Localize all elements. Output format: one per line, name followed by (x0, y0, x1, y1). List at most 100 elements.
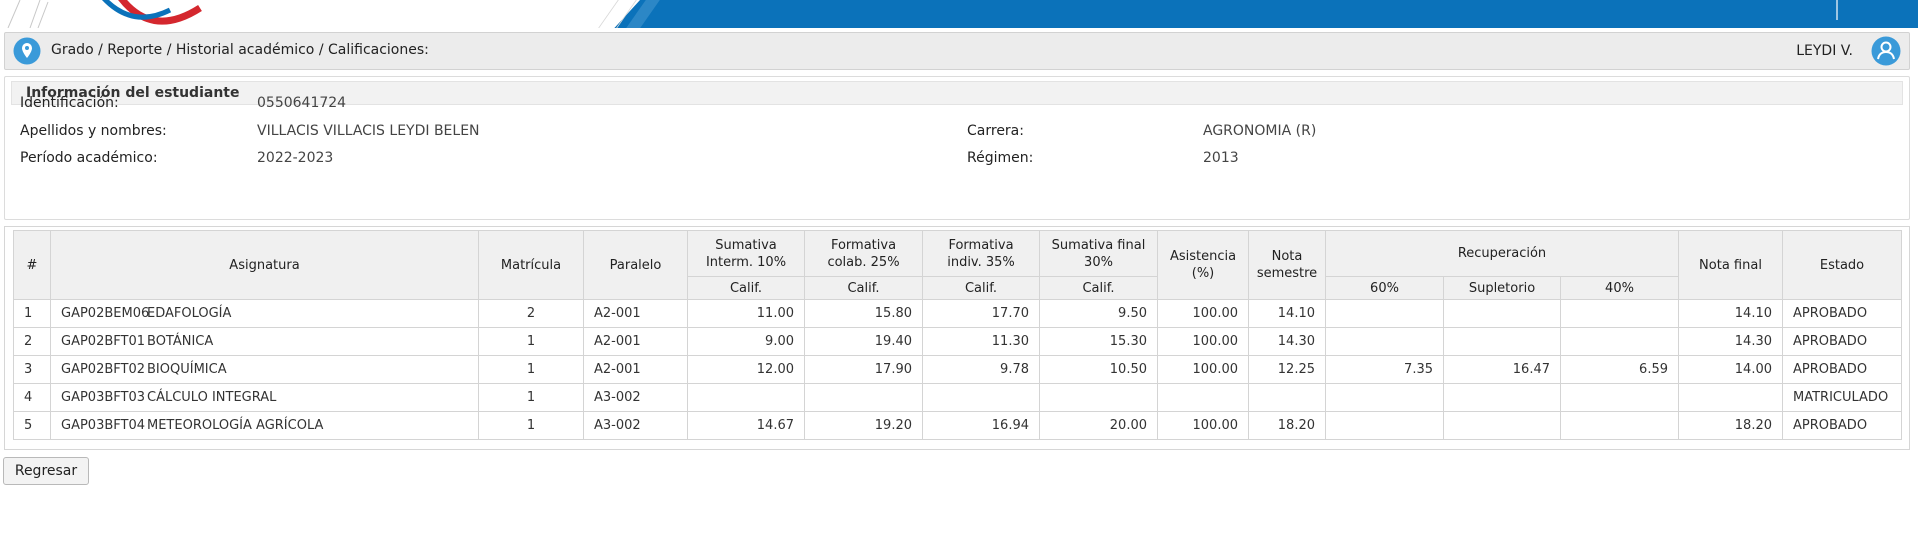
cell-estado: APROBADO (1782, 355, 1902, 384)
identificacion-label: Identificación: (20, 95, 119, 111)
regimen-value: 2013 (1203, 150, 1239, 166)
cell-matricula: 1 (478, 411, 584, 440)
subject-code: GAP02BFT01 (61, 334, 145, 349)
subject-code: GAP03BFT04 (61, 418, 145, 433)
logo-graphic (7, 0, 202, 28)
cell-form-indiv (922, 383, 1040, 412)
subject-code: GAP03BFT03 (61, 390, 145, 405)
header-rec-supletorio: Supletorio (1443, 276, 1561, 300)
cell-estado: APROBADO (1782, 327, 1902, 356)
cell-form-indiv: 9.78 (922, 355, 1040, 384)
user-avatar-icon[interactable] (1871, 36, 1901, 66)
cell-nota-semestre: 12.25 (1248, 355, 1326, 384)
cell-sum-interm: 14.67 (687, 411, 805, 440)
banner-logo-area (0, 0, 640, 28)
header-recuperacion: Recuperación (1325, 230, 1679, 277)
cell-supletorio (1443, 411, 1561, 440)
header-matricula: Matrícula (478, 230, 584, 300)
cell-rec-40: 6.59 (1560, 355, 1679, 384)
header-nota-final: Nota final (1678, 230, 1783, 300)
periodo-label: Período académico: (20, 150, 158, 166)
table-row: 4 GAP03BFT03 CÁLCULO INTEGRAL 1 A3-002 MA… (13, 383, 1902, 412)
subject-code: GAP02BEM06 (61, 306, 150, 321)
cell-nota-final: 14.30 (1678, 327, 1783, 356)
cell-num: 4 (13, 383, 51, 412)
cell-num: 1 (13, 299, 51, 328)
cell-estado: MATRICULADO (1782, 383, 1902, 412)
cell-sum-interm: 9.00 (687, 327, 805, 356)
header-formativa-colab: Formativa colab. 25% (804, 230, 923, 277)
table-row: 2 GAP02BFT01 BOTÁNICA 1 A2-001 9.00 19.40… (13, 327, 1902, 356)
panel-header: Información del estudiante (11, 81, 1903, 105)
header-calif: Calif. (922, 276, 1040, 300)
apellidos-label: Apellidos y nombres: (20, 123, 167, 139)
cell-matricula: 1 (478, 383, 584, 412)
header-paralelo: Paralelo (583, 230, 688, 300)
cell-paralelo: A2-001 (583, 299, 688, 328)
cell-asignatura: GAP03BFT04 METEOROLOGÍA AGRÍCOLA (50, 411, 479, 440)
cell-sum-final: 20.00 (1039, 411, 1158, 440)
cell-nota-final: 14.10 (1678, 299, 1783, 328)
cell-estado: APROBADO (1782, 299, 1902, 328)
cell-num: 2 (13, 327, 51, 356)
table-row: 1 GAP02BEM06EDAFOLOGÍA 2 A2-001 11.00 15… (13, 299, 1902, 328)
cell-rec-40 (1560, 383, 1679, 412)
cell-rec-60 (1325, 411, 1444, 440)
cell-asignatura: GAP02BEM06EDAFOLOGÍA (50, 299, 479, 328)
cell-nota-semestre: 18.20 (1248, 411, 1326, 440)
cell-rec-60: 7.35 (1325, 355, 1444, 384)
banner-divider (1836, 0, 1838, 20)
cell-supletorio (1443, 299, 1561, 328)
breadcrumb-bar: Grado / Reporte / Historial académico / … (4, 32, 1910, 70)
cell-rec-40 (1560, 299, 1679, 328)
cell-rec-40 (1560, 327, 1679, 356)
cell-rec-60 (1325, 299, 1444, 328)
header-asignatura: Asignatura (50, 230, 479, 300)
cell-num: 5 (13, 411, 51, 440)
header-formativa-indiv: Formativa indiv. 35% (922, 230, 1040, 277)
carrera-label: Carrera: (967, 123, 1024, 139)
cell-supletorio (1443, 383, 1561, 412)
cell-rec-60 (1325, 383, 1444, 412)
cell-form-colab: 19.20 (804, 411, 923, 440)
header-calif: Calif. (1039, 276, 1158, 300)
header-calif: Calif. (687, 276, 805, 300)
cell-num: 3 (13, 355, 51, 384)
cell-asistencia: 100.00 (1157, 355, 1249, 384)
cell-form-indiv: 16.94 (922, 411, 1040, 440)
header-rec-40: 40% (1560, 276, 1679, 300)
cell-sum-interm: 11.00 (687, 299, 805, 328)
periodo-value: 2022-2023 (257, 150, 334, 166)
cell-asignatura: GAP03BFT03 CÁLCULO INTEGRAL (50, 383, 479, 412)
cell-paralelo: A3-002 (583, 383, 688, 412)
cell-asistencia: 100.00 (1157, 299, 1249, 328)
cell-matricula: 1 (478, 327, 584, 356)
top-banner (0, 0, 1918, 28)
location-pin-icon (13, 37, 41, 65)
subject-name: METEOROLOGÍA AGRÍCOLA (147, 418, 324, 433)
cell-asistencia (1157, 383, 1249, 412)
breadcrumb: Grado / Reporte / Historial académico / … (51, 42, 429, 58)
cell-paralelo: A2-001 (583, 355, 688, 384)
header-calif: Calif. (804, 276, 923, 300)
back-button[interactable]: Regresar (3, 457, 89, 485)
cell-nota-semestre (1248, 383, 1326, 412)
cell-sum-final (1039, 383, 1158, 412)
header-num: # (13, 230, 51, 300)
cell-asistencia: 100.00 (1157, 327, 1249, 356)
subject-code: GAP02BFT02 (61, 362, 145, 377)
subject-name: BIOQUÍMICA (147, 362, 227, 377)
cell-nota-final: 14.00 (1678, 355, 1783, 384)
user-name[interactable]: LEYDI V. (1796, 43, 1853, 59)
cell-matricula: 1 (478, 355, 584, 384)
table-row: 3 GAP02BFT02 BIOQUÍMICA 1 A2-001 12.00 17… (13, 355, 1902, 384)
panel-title: Información del estudiante (26, 85, 240, 101)
header-rec-60: 60% (1325, 276, 1444, 300)
cell-nota-semestre: 14.10 (1248, 299, 1326, 328)
carrera-value: AGRONOMIA (R) (1203, 123, 1317, 139)
header-estado: Estado (1782, 230, 1902, 300)
cell-supletorio: 16.47 (1443, 355, 1561, 384)
cell-form-colab: 17.90 (804, 355, 923, 384)
cell-nota-final: 18.20 (1678, 411, 1783, 440)
cell-sum-interm (687, 383, 805, 412)
